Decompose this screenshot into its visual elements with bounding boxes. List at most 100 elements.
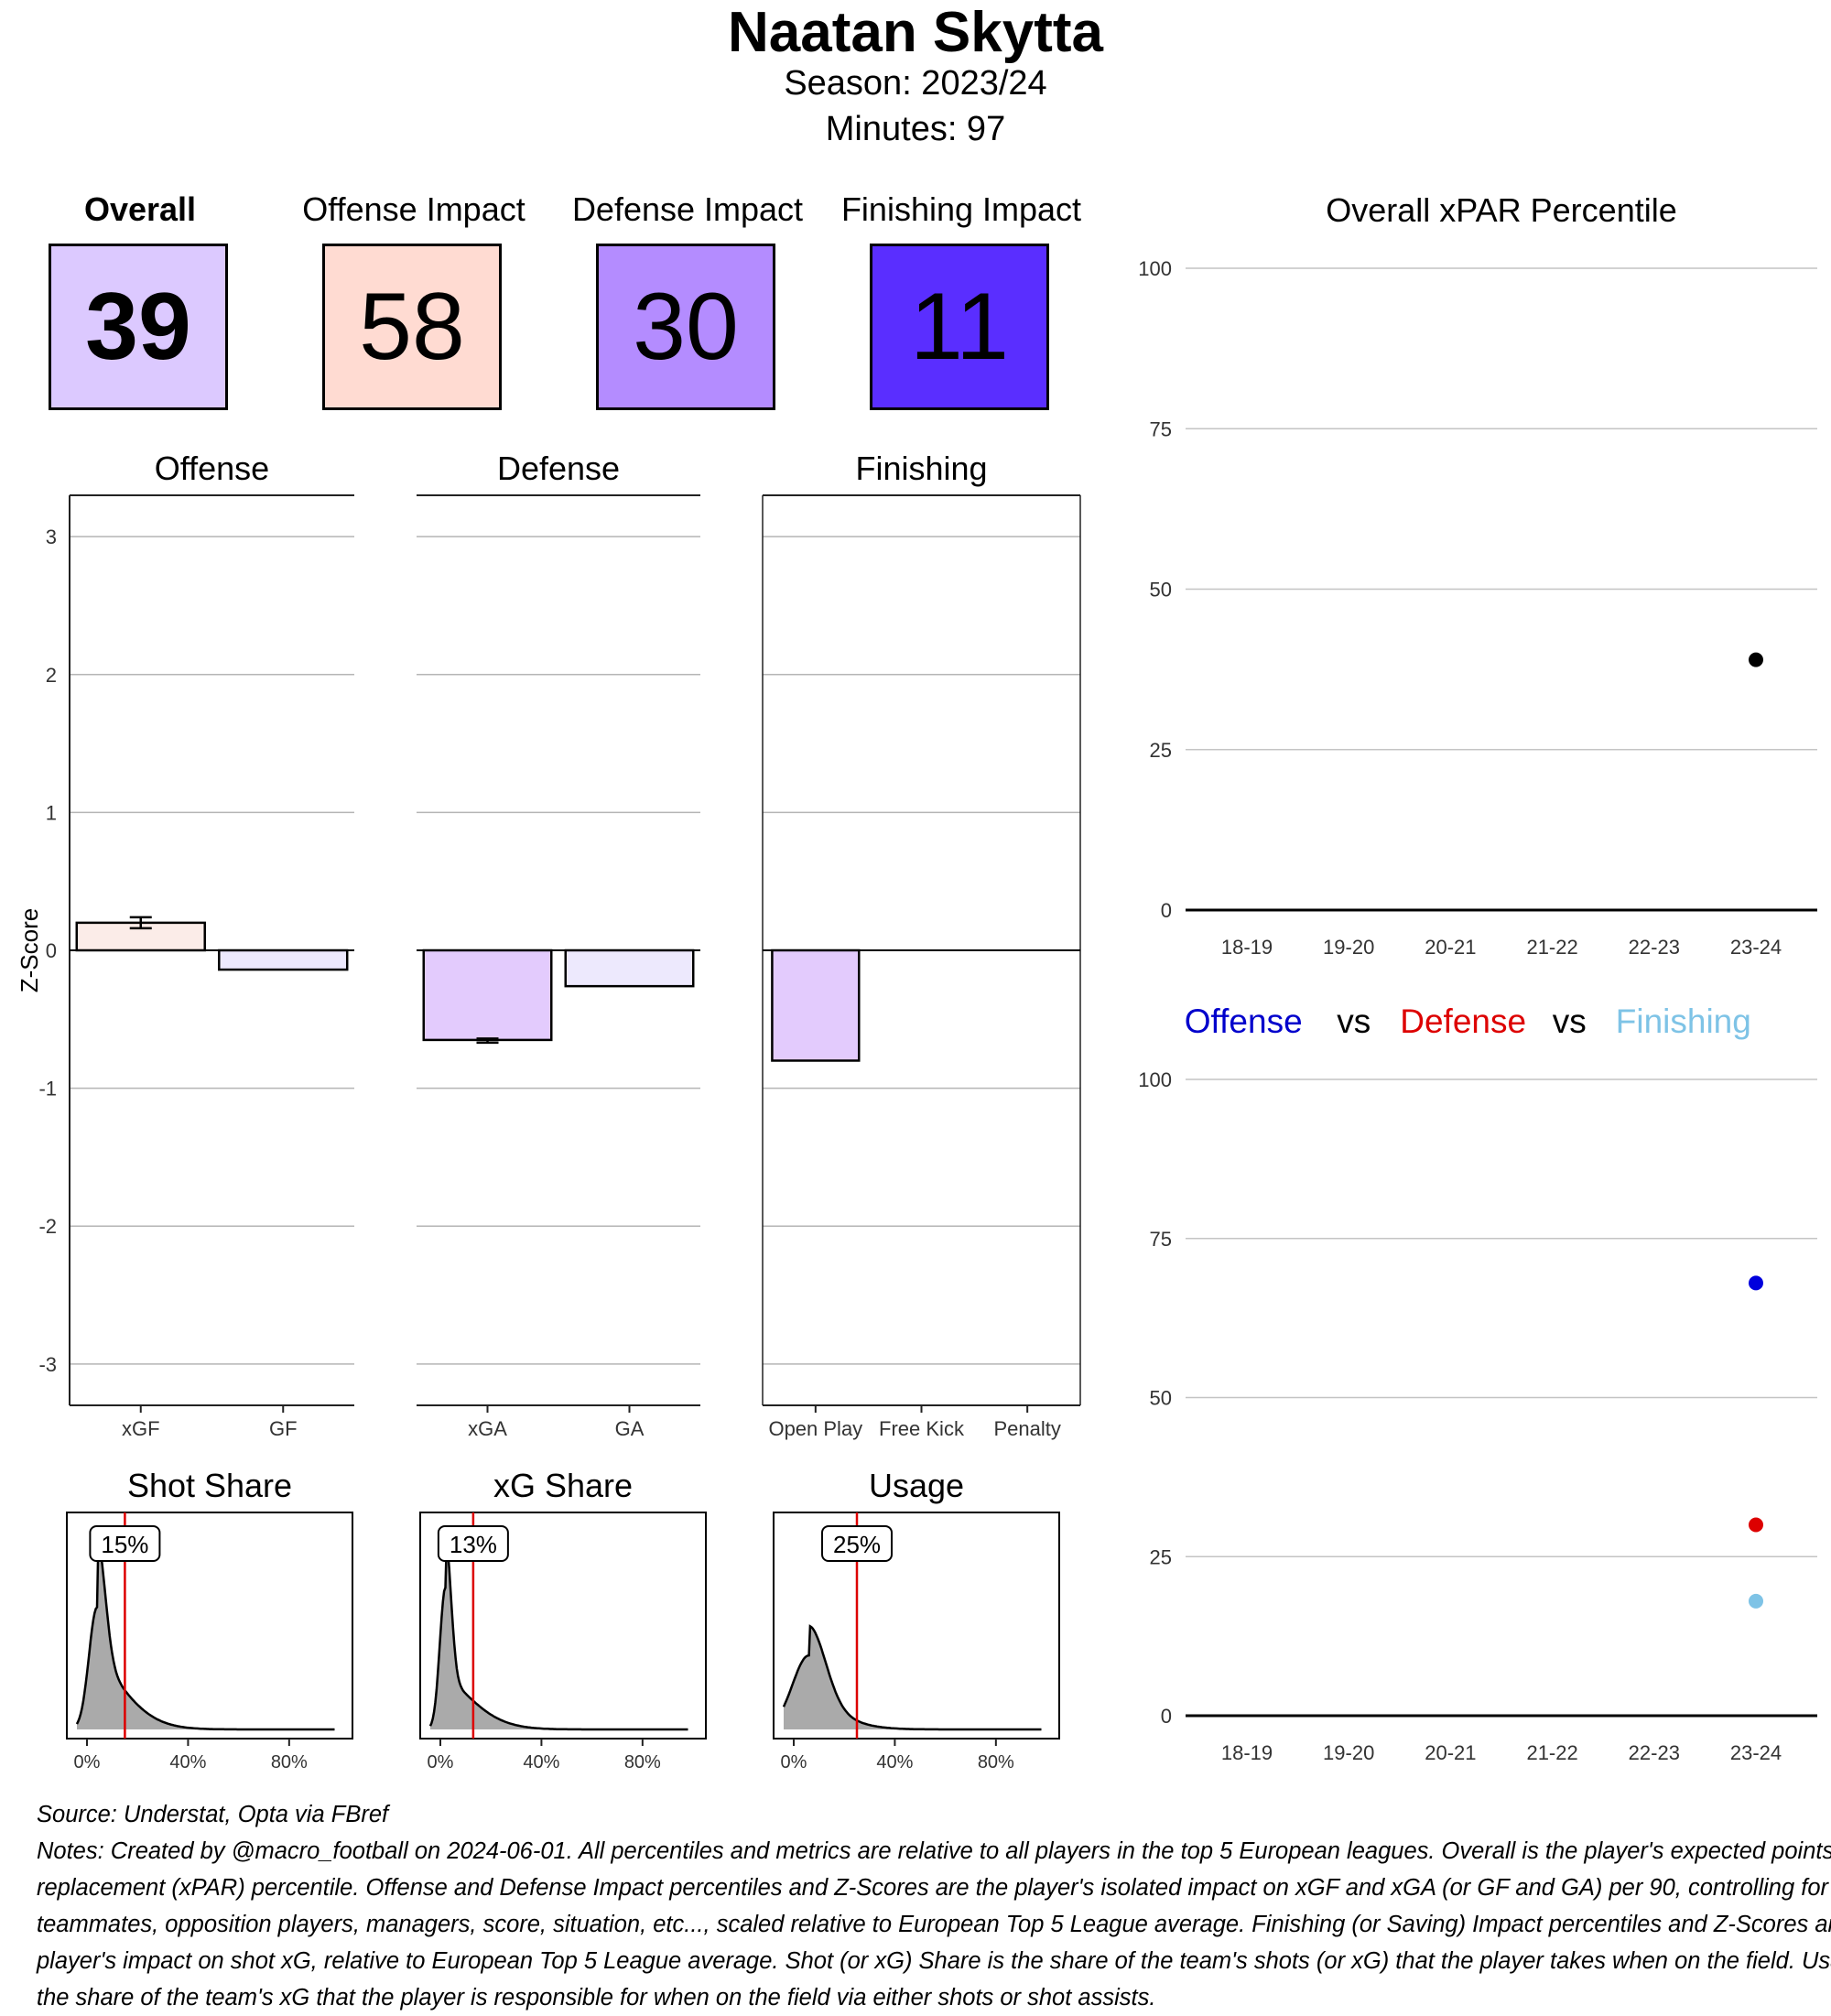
y-tick-label: 0 [46,939,57,962]
data-point [1749,1275,1763,1291]
x-tick-label: xGF [122,1417,160,1440]
y-tick-label: -2 [38,1215,57,1238]
x-tick-label: 18-19 [1221,1741,1273,1764]
scatter-title: Overall xPAR Percentile [1326,191,1676,229]
bar [564,948,695,988]
card-value-finishing: 11 [910,273,1009,380]
x-tick-label: xGA [468,1417,507,1440]
density-label: 15% [101,1531,148,1558]
x-tick-label: Open Play [768,1417,862,1440]
density-x-tick-label: 40% [169,1752,206,1772]
x-tick-label: Free Kick [879,1417,965,1440]
data-point [1749,652,1763,667]
caption-source: Source: Understat, Opta via FBref [37,1802,389,1827]
x-tick-label: 19-20 [1323,1741,1374,1764]
y-tick-label: 0 [1161,1705,1172,1728]
card-value-defense: 30 [633,273,739,380]
density-label-box [89,1525,161,1562]
card-overall: 39 [49,244,228,410]
card-value-overall: 39 [85,273,191,380]
panel-title: Defense [497,450,620,487]
bar [771,948,861,1062]
data-point [1749,1593,1763,1609]
caption-notes-line-4: player's impact on shot xG, relative to … [37,1948,1831,1974]
card-title-offense: Offense Impact [302,190,525,228]
x-tick-label: 19-20 [1323,936,1374,959]
density-x-tick-label: 0% [781,1752,807,1772]
x-tick-label: 21-22 [1526,1741,1577,1764]
y-tick-label: 75 [1150,417,1172,440]
caption-notes-line-2: replacement (xPAR) percentile. Offense a… [37,1875,1829,1901]
legend-word: vs [1553,1003,1587,1040]
bar [218,948,349,971]
y-tick-label: -3 [38,1353,57,1376]
card-finishing: 11 [870,244,1049,410]
y-axis-label: Z-Score [16,908,43,992]
card-offense: 58 [322,244,502,410]
caption-notes-line-1: Notes: Created by @macro_football on 202… [37,1838,1831,1864]
card-defense: 30 [596,244,775,410]
density-x-tick-label: 80% [271,1752,308,1772]
y-tick-label: -1 [38,1078,57,1100]
x-tick-label: 20-21 [1425,936,1476,959]
density-x-tick-label: 0% [74,1752,101,1772]
card-value-offense: 58 [359,273,465,380]
x-tick-label: 23-24 [1730,936,1782,959]
charts-canvas: Z-Score 3 2 1 0 -1 -2 -3 Offense xGF GF Defense xGA G… [16,191,1817,1772]
x-tick-label: 20-21 [1425,1741,1476,1764]
y-tick-label: 3 [46,526,57,548]
density-frame [419,1512,707,1740]
y-tick-label: 100 [1138,1068,1172,1091]
legend-word: Defense [1400,1003,1526,1040]
density-frame [773,1512,1060,1740]
density-x-tick-label: 0% [428,1752,454,1772]
density-x-tick-label: 40% [876,1752,913,1772]
caption-notes-line-5: the share of the team's xG that the play… [37,1985,1156,2011]
y-tick-label: 50 [1150,579,1172,602]
density-label: 25% [833,1531,881,1558]
card-title-defense: Defense Impact [571,190,804,228]
card-title-overall: Overall [83,190,197,228]
data-point [1749,1517,1763,1533]
minutes-label: Minutes: 97 [825,110,1006,148]
y-tick-label: 100 [1138,257,1172,280]
x-tick-label: GF [269,1417,298,1440]
density-frame [66,1512,353,1740]
x-tick-label: Penalty [993,1417,1060,1440]
caption: Source: Understat, Opta via FBref Notes:… [37,1796,1831,2016]
page-title: Naatan Skytta [727,1,1104,64]
bar [422,948,553,1042]
x-tick-label: 22-23 [1629,936,1680,959]
legend-word: vs [1337,1003,1371,1040]
density-x-tick-label: 80% [978,1752,1014,1772]
density-line [782,1624,1042,1731]
density-x-tick-label: 40% [523,1752,559,1772]
legend-word: Finishing [1616,1003,1751,1040]
density-title: Shot Share [127,1467,292,1504]
density-label: 13% [450,1531,497,1558]
caption-notes-line-3: teammates, opposition players, managers,… [37,1912,1831,1937]
panel-title: Finishing [855,450,987,487]
y-tick-label: 25 [1150,1545,1172,1568]
y-tick-label: 0 [1161,899,1172,922]
density-title: Usage [869,1467,964,1504]
density-label-box [821,1525,894,1562]
y-tick-label: 50 [1150,1387,1172,1410]
season-label: Season: 2023/24 [784,64,1047,103]
density-line [75,1541,335,1731]
y-tick-label: 25 [1150,739,1172,762]
x-tick-label: GA [615,1417,645,1440]
y-tick-label: 75 [1150,1228,1172,1251]
y-tick-label: 1 [46,801,57,824]
density-label-box [437,1525,509,1562]
card-title-finishing: Finishing Impact [840,190,1082,228]
density-title: xG Share [493,1467,633,1504]
y-tick-label: 2 [46,664,57,687]
legend-word: Offense [1185,1003,1303,1040]
x-tick-label: 21-22 [1526,936,1577,959]
x-tick-label: 22-23 [1629,1741,1680,1764]
panel-title: Offense [155,450,269,487]
density-area [784,1626,1042,1729]
density-x-tick-label: 80% [624,1752,661,1772]
x-tick-label: 18-19 [1221,936,1273,959]
